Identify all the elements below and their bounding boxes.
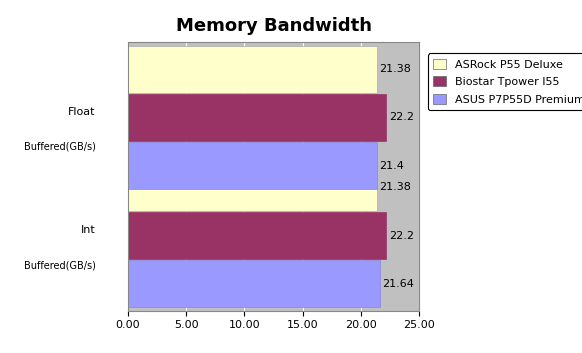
Text: 22.2: 22.2 [389, 113, 414, 122]
Title: Memory Bandwidth: Memory Bandwidth [176, 17, 371, 35]
Bar [128, 260, 380, 307]
Text: Int: Int [81, 225, 95, 235]
Bar [128, 163, 377, 211]
Text: 22.2: 22.2 [389, 231, 414, 240]
Text: 21.64: 21.64 [382, 279, 414, 289]
Text: Buffered(GB/s): Buffered(GB/s) [24, 142, 95, 152]
Text: 21.38: 21.38 [379, 182, 411, 192]
Text: Buffered(GB/s): Buffered(GB/s) [24, 260, 95, 270]
Bar [128, 142, 377, 190]
Text: 21.38: 21.38 [379, 64, 411, 74]
Legend: ASRock P55 Deluxe, Biostar Tpower I55, ASUS P7P55D Premium: ASRock P55 Deluxe, Biostar Tpower I55, A… [428, 53, 582, 110]
Text: Float: Float [68, 107, 95, 117]
Bar [128, 94, 386, 141]
Bar [128, 212, 386, 259]
Text: 21.4: 21.4 [379, 161, 404, 171]
Bar [128, 46, 377, 93]
